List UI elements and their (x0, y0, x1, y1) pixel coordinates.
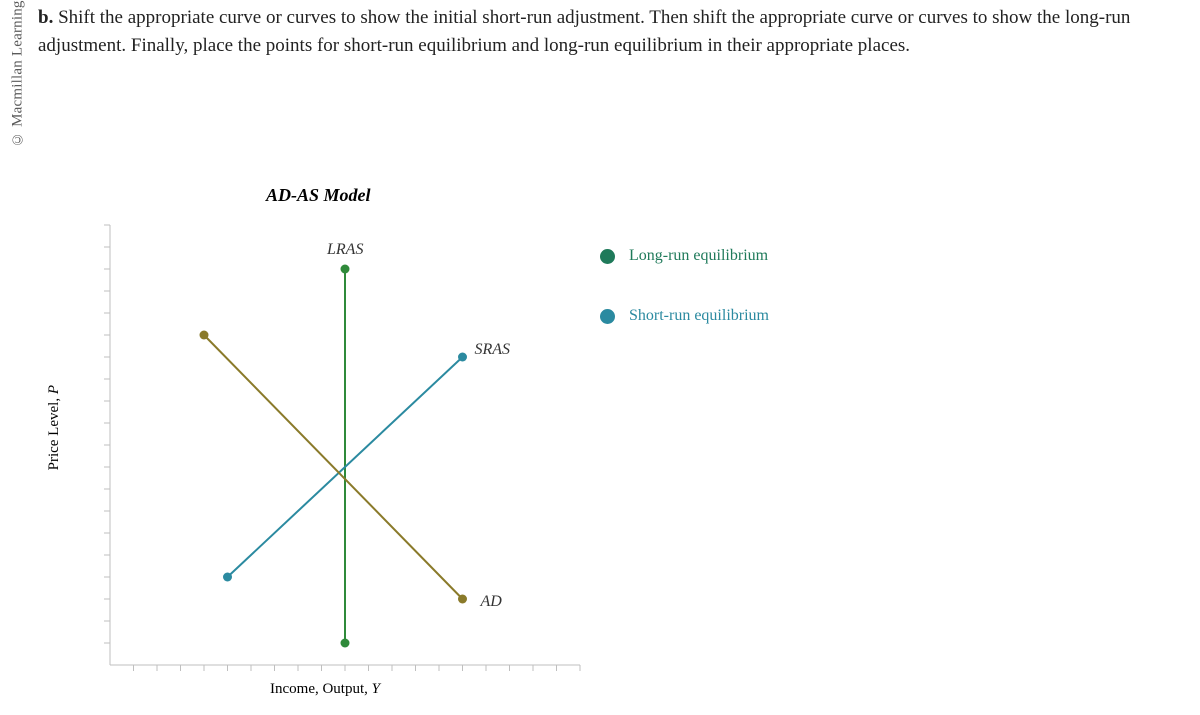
ad-endpoint[interactable] (458, 595, 467, 604)
sras-endpoint[interactable] (458, 353, 467, 362)
adas-chart[interactable]: AD-AS Model Price Level, P Income, Outpu… (50, 185, 590, 685)
short-run-point-icon (600, 309, 615, 324)
question-label: b. (38, 7, 53, 28)
ad-endpoint[interactable] (200, 331, 209, 340)
lras-endpoint[interactable] (341, 639, 350, 648)
long-run-label: Long-run equilibrium (629, 247, 768, 265)
question-text: b. Shift the appropriate curve or curves… (38, 4, 1192, 59)
long-run-equilibrium-point[interactable]: Long-run equilibrium (600, 247, 769, 265)
x-axis-label: Income, Output, Y (270, 681, 380, 698)
x-axis-label-text: Income, Output, (270, 681, 372, 697)
chart-title: AD-AS Model (266, 185, 371, 206)
question-body: Shift the appropriate curve or curves to… (38, 7, 1130, 56)
sras-label: SRAS (475, 341, 511, 359)
x-axis-label-var: Y (372, 681, 380, 697)
short-run-label: Short-run equilibrium (629, 307, 769, 325)
sras-endpoint[interactable] (223, 573, 232, 582)
short-run-equilibrium-point[interactable]: Short-run equilibrium (600, 307, 769, 325)
y-axis-label-text: Price Level, (46, 394, 62, 470)
y-axis-label: Price Level, P (46, 385, 63, 470)
lras-endpoint[interactable] (341, 265, 350, 274)
y-axis-label-var: P (46, 385, 62, 394)
lras-label: LRAS (327, 241, 363, 259)
equilibrium-points-palette: Long-run equilibrium Short-run equilibri… (600, 247, 769, 367)
long-run-point-icon (600, 249, 615, 264)
ad-curve[interactable] (204, 335, 463, 599)
copyright-text: © Macmillan Learning (6, 0, 30, 180)
plot-svg[interactable] (110, 225, 580, 665)
ad-label: AD (481, 593, 502, 611)
